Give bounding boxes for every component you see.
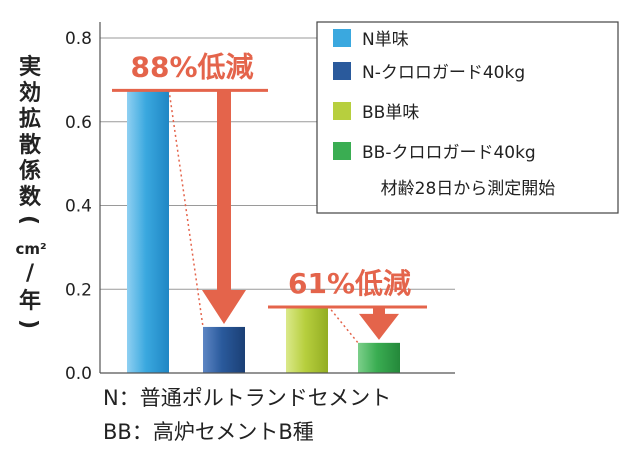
legend-label: N単味 bbox=[362, 30, 409, 50]
bars bbox=[127, 90, 400, 373]
legend-label: BB-クロロガード40kg bbox=[362, 143, 536, 163]
y-tick-label: 0.6 bbox=[65, 113, 92, 133]
y-label-unit-year: 年 bbox=[19, 288, 41, 314]
footnote-bb: BB：高炉セメントB種 bbox=[103, 420, 314, 444]
y-axis-ticks: 0.0 0.2 0.4 0.6 0.8 bbox=[65, 29, 92, 384]
y-label-char: 実 bbox=[19, 54, 41, 80]
legend-swatch bbox=[333, 62, 351, 80]
y-tick-label: 0.0 bbox=[65, 364, 92, 384]
legend-box bbox=[316, 21, 619, 214]
reduction-connector bbox=[327, 305, 359, 344]
y-label-char: 拡 bbox=[19, 107, 41, 132]
reduction-arrow bbox=[359, 307, 399, 340]
reduction-label: 88%低減 bbox=[130, 50, 253, 83]
legend-label: BB単味 bbox=[362, 103, 419, 123]
legend: N単味 N-クロロガード40kg BB単味 BB-クロロガード40kg 材齢28日から… bbox=[316, 21, 619, 214]
y-tick-label: 0.4 bbox=[65, 197, 92, 217]
footnote-n: N：普通ポルトランドセメント bbox=[103, 386, 392, 410]
y-label-slash: / bbox=[26, 261, 35, 286]
legend-label: N-クロロガード40kg bbox=[362, 63, 525, 83]
y-label-paren-open: ( bbox=[16, 215, 41, 225]
y-label-char: 数 bbox=[19, 184, 42, 210]
bar bbox=[127, 90, 169, 373]
legend-swatch bbox=[333, 29, 351, 47]
reduction-connector bbox=[168, 90, 204, 328]
y-label-char: 効 bbox=[19, 80, 41, 106]
legend-swatch bbox=[333, 142, 351, 160]
bar bbox=[203, 326, 245, 373]
annotations: 88%低減 61%低減 bbox=[112, 50, 427, 344]
reduction-label: 61%低減 bbox=[288, 267, 411, 300]
y-label-char: 散 bbox=[19, 133, 42, 158]
legend-swatch bbox=[333, 102, 351, 120]
y-tick-label: 0.2 bbox=[65, 280, 92, 300]
y-label-paren-close: ) bbox=[16, 319, 41, 329]
y-tick-label: 0.8 bbox=[65, 29, 92, 49]
y-label-char: 係 bbox=[19, 159, 41, 184]
bar bbox=[358, 342, 400, 373]
reduction-arrow bbox=[202, 90, 246, 324]
legend-note: 材齢28日から測定開始 bbox=[381, 179, 556, 199]
bar bbox=[286, 306, 328, 373]
y-label-unit: cm² bbox=[15, 240, 46, 258]
